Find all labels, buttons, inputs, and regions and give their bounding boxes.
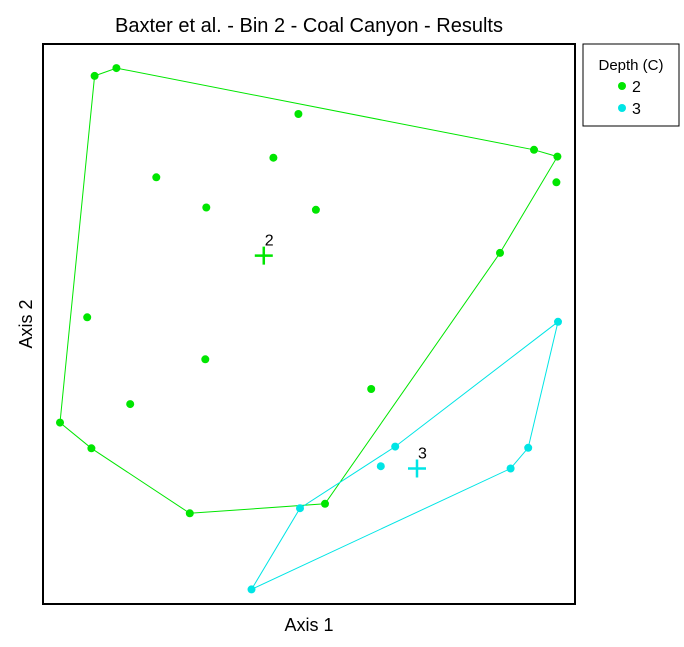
point-series-2-12	[201, 355, 210, 364]
point-series-3-2	[506, 464, 515, 473]
point-series-2-8	[553, 152, 562, 161]
point-series-2-14	[367, 385, 376, 393]
point-series-2-6	[311, 205, 320, 214]
point-series-2-2	[294, 110, 303, 118]
hull-series-2	[59, 67, 559, 514]
legend: Depth (C) 2 3	[582, 43, 680, 127]
centroid-label-3: 3	[418, 445, 427, 462]
legend-title: Depth (C)	[598, 57, 663, 74]
point-series-2-13	[126, 400, 135, 409]
point-series-2-3	[269, 153, 278, 162]
legend-marker-3	[618, 104, 626, 112]
x-axis-label: Axis 1	[284, 615, 333, 635]
point-series-2-10	[496, 248, 504, 257]
point-series-3-3	[391, 442, 400, 451]
point-series-2-1	[112, 64, 121, 73]
point-series-2-15	[56, 418, 64, 427]
y-axis-label: Axis 2	[16, 299, 36, 348]
centroid-marker-3	[407, 459, 426, 478]
chart-title: Baxter et al. - Bin 2 - Coal Canyon - Re…	[115, 15, 503, 37]
centroid-marker-2	[254, 246, 273, 265]
point-series-3-5	[296, 504, 304, 513]
legend-label-3: 3	[632, 101, 641, 118]
centroid-label-2: 2	[265, 233, 274, 250]
point-series-2-7	[530, 145, 538, 154]
point-series-2-18	[321, 499, 329, 508]
legend-label-2: 2	[632, 79, 641, 96]
point-series-2-9	[552, 178, 561, 187]
point-series-2-4	[152, 173, 161, 182]
point-series-2-11	[83, 313, 92, 322]
point-series-3-6	[247, 585, 256, 594]
plot-area	[42, 43, 576, 605]
legend-marker-2	[618, 82, 626, 90]
legend-box	[582, 43, 680, 127]
point-series-3-1	[524, 443, 533, 452]
point-series-2-16	[87, 444, 96, 453]
point-series-2-0	[90, 71, 99, 80]
point-series-2-17	[185, 509, 194, 518]
point-series-2-5	[202, 203, 211, 212]
point-series-3-4	[376, 462, 385, 471]
point-series-3-0	[554, 317, 562, 326]
